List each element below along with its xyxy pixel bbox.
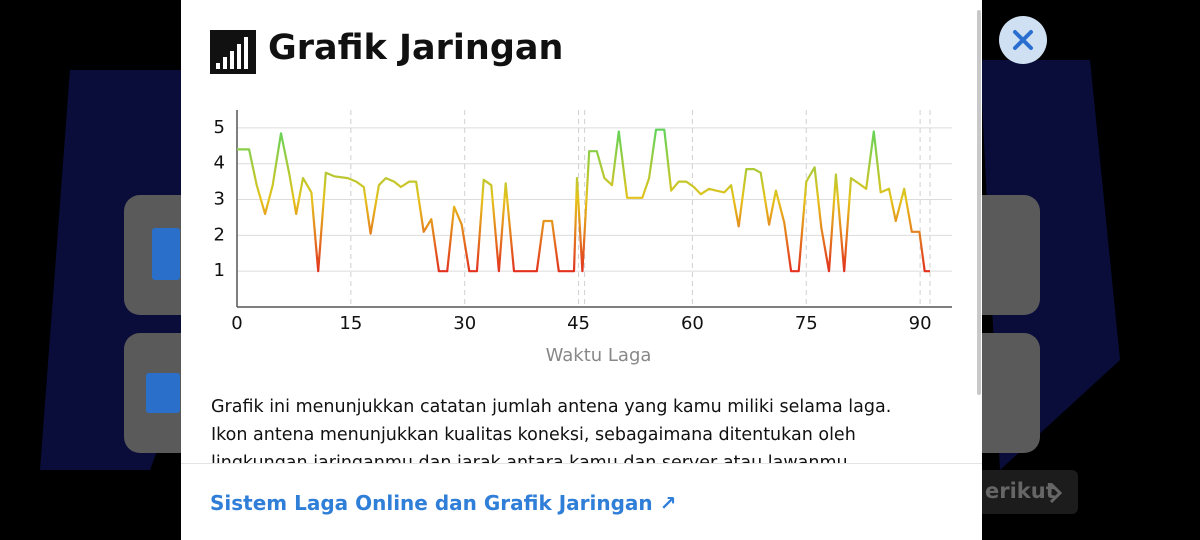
modal: Grafik Jaringan 1 2 3 4 5 0 15 30 45 60 75 90 Waktu … xyxy=(181,0,982,540)
y-tick-label: 1 xyxy=(214,260,225,281)
footer: Sistem Laga Online dan Grafik Jaringan ↗ xyxy=(181,463,982,540)
x-tick-label: 90 xyxy=(909,313,932,334)
signal-icon xyxy=(210,30,256,74)
y-tick-label: 4 xyxy=(214,153,225,174)
modal-title: Grafik Jaringan xyxy=(268,28,564,68)
scrollbar xyxy=(977,10,981,395)
x-tick-label: 75 xyxy=(795,313,818,334)
x-tick-label: 60 xyxy=(681,313,704,334)
bg-icon xyxy=(146,373,180,413)
signal-line xyxy=(237,128,930,273)
x-tick-label: 45 xyxy=(567,313,590,334)
x-tick-label: 0 xyxy=(231,313,242,334)
x-tick-label: 30 xyxy=(453,313,476,334)
close-button[interactable] xyxy=(999,16,1047,64)
bg-icon xyxy=(152,228,180,280)
next-label: erikut xyxy=(985,479,1056,503)
chevron xyxy=(1049,482,1063,504)
y-tick-label: 2 xyxy=(214,224,225,245)
x-axis-label: Waktu Laga xyxy=(546,345,652,366)
close-icon xyxy=(1013,30,1033,50)
help-link[interactable]: Sistem Laga Online dan Grafik Jaringan ↗ xyxy=(210,491,677,515)
y-tick-label: 3 xyxy=(214,189,225,210)
y-tick-label: 5 xyxy=(214,117,225,138)
x-tick-label: 15 xyxy=(339,313,362,334)
